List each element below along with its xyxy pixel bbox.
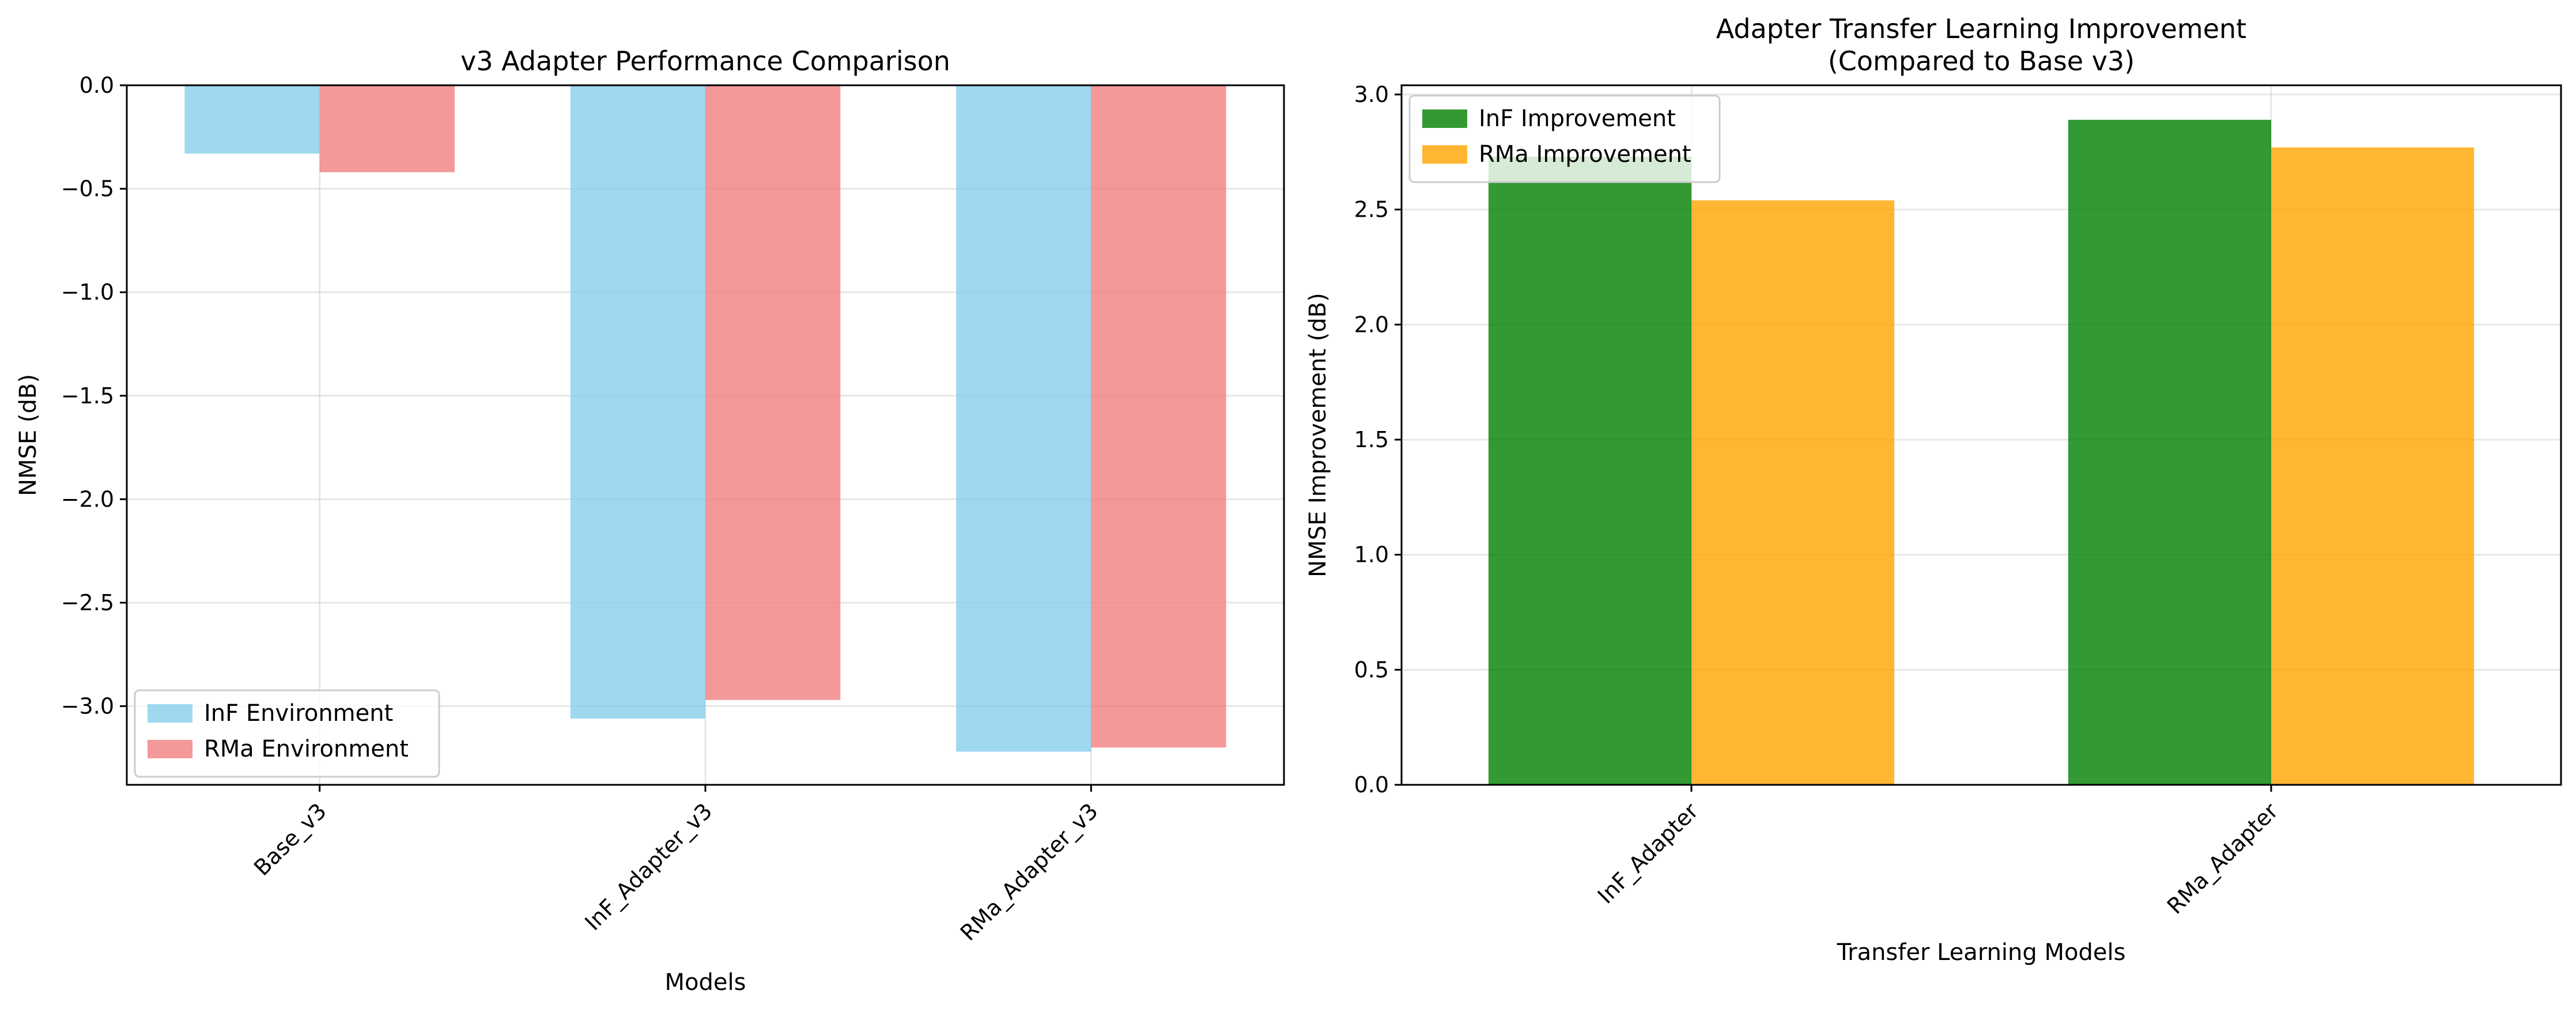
bar-inf-improvement-inf_adapter	[1488, 156, 1691, 785]
chart-nmse-improvement: 0.0 0.5 1.0 1.5 2.0 2.5 3.0 InF_Adapter RMa_Adap…	[1305, 13, 2562, 966]
legend-box	[134, 689, 440, 778]
x-axis-label: Transfer Learning Models	[1837, 939, 2126, 966]
y-tick-label: −3.0	[61, 694, 114, 719]
y-tick-label: −1.0	[61, 279, 114, 305]
y-tick-label: −1.5	[61, 383, 114, 409]
bar-rma-improvement-inf_adapter	[1691, 200, 1895, 785]
chart-nmse-comparison: 0.0 −0.5 −1.0 −1.5 −2.0 −2.5 −3.0 Base_v3 InF_Ad…	[15, 46, 1285, 996]
legend-swatch	[1422, 145, 1467, 164]
bar-rma-environment-rma_adapter_v3	[1091, 85, 1226, 748]
y-tick-label: 3.0	[1354, 82, 1389, 107]
y-tick-label: 1.0	[1354, 542, 1389, 568]
bar-inf-environment-inf_adapter_v3	[570, 85, 705, 719]
y-axis-label: NMSE (dB)	[15, 374, 41, 496]
bar-rma-environment-inf_adapter_v3	[705, 85, 841, 700]
bar-rma-improvement-rma_adapter	[2271, 147, 2475, 785]
legend-swatch	[148, 704, 192, 723]
plot-frame	[1400, 84, 2562, 786]
y-tick-label: −2.0	[61, 486, 114, 512]
y-tick-label: 1.5	[1354, 427, 1389, 452]
legend-swatch	[148, 740, 192, 758]
legend: InF Environment RMa Environment	[134, 689, 440, 778]
legend-label: InF Improvement	[1479, 105, 1676, 132]
x-tick-label: Base_v3	[249, 798, 331, 880]
y-tick-label: 0.0	[1354, 772, 1389, 797]
chart-subtitle: (Compared to Base v3)	[1828, 46, 2135, 77]
x-tick-label: InF_Adapter	[1593, 798, 1704, 909]
bar-inf-improvement-rma_adapter	[2068, 119, 2271, 785]
legend: InF Improvement RMa Improvement	[1408, 95, 1721, 183]
y-tick-label: 2.0	[1354, 312, 1389, 337]
bar-inf-environment-rma_adapter_v3	[956, 85, 1091, 752]
bar-inf-environment-base_v3	[184, 85, 320, 154]
legend-label: RMa Environment	[204, 736, 409, 762]
chart-title: v3 Adapter Performance Comparison	[460, 46, 950, 77]
legend-swatch	[1422, 109, 1467, 128]
bar-rma-environment-base_v3	[319, 85, 455, 172]
x-tick-label: InF_Adapter_v3	[580, 798, 717, 935]
y-tick-label: −0.5	[61, 176, 114, 202]
y-axis-label: NMSE Improvement (dB)	[1305, 293, 1331, 577]
y-tick-label: −2.5	[61, 590, 114, 615]
x-axis-label: Models	[665, 969, 746, 996]
y-tick-label: 0.5	[1354, 657, 1389, 682]
legend-label: RMa Improvement	[1479, 141, 1691, 168]
y-tick-label: 0.0	[80, 73, 114, 98]
y-tick-label: 2.5	[1354, 197, 1389, 222]
legend-box	[1408, 95, 1721, 183]
legend-label: InF Environment	[204, 700, 393, 727]
x-tick-label: RMa_Adapter_v3	[955, 798, 1103, 946]
chart-title: Adapter Transfer Learning Improvement	[1716, 13, 2246, 44]
x-tick-label: RMa_Adapter	[2162, 798, 2283, 919]
